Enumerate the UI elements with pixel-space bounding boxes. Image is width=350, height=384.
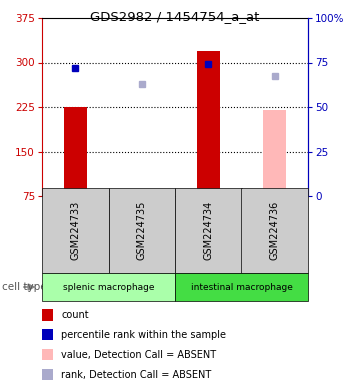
Text: GSM224733: GSM224733 [70, 201, 80, 260]
Bar [64, 107, 87, 196]
Text: GDS2982 / 1454754_a_at: GDS2982 / 1454754_a_at [90, 10, 260, 23]
Text: rank, Detection Call = ABSENT: rank, Detection Call = ABSENT [61, 370, 211, 380]
Text: percentile rank within the sample: percentile rank within the sample [61, 330, 226, 340]
Bar [197, 51, 220, 196]
Bar [263, 110, 286, 196]
Text: GSM224735: GSM224735 [137, 201, 147, 260]
Text: value, Detection Call = ABSENT: value, Detection Call = ABSENT [61, 350, 216, 360]
Text: splenic macrophage: splenic macrophage [63, 283, 154, 291]
Text: GSM224734: GSM224734 [203, 201, 213, 260]
Text: GSM224736: GSM224736 [270, 201, 280, 260]
Text: cell type: cell type [2, 282, 46, 292]
Text: count: count [61, 310, 89, 320]
Text: intestinal macrophage: intestinal macrophage [190, 283, 293, 291]
